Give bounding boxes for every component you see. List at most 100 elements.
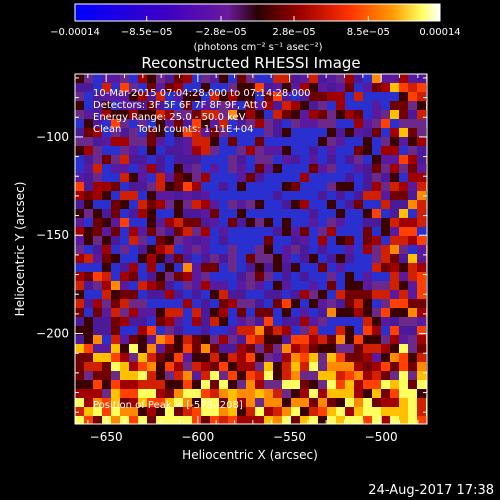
heatmap-cell xyxy=(408,416,417,424)
heatmap-cell xyxy=(282,263,291,272)
heatmap-cell xyxy=(120,155,129,164)
heatmap-cell xyxy=(408,209,417,218)
heatmap-cell xyxy=(120,101,129,110)
heatmap-cell xyxy=(75,326,84,335)
heatmap-cell xyxy=(273,200,282,209)
heatmap-cell xyxy=(372,101,381,110)
heatmap-cell xyxy=(138,326,147,335)
heatmap-cell xyxy=(345,155,354,164)
heatmap-cell xyxy=(273,335,282,344)
heatmap-cell xyxy=(345,128,354,137)
heatmap-cell xyxy=(93,164,102,173)
heatmap-cell xyxy=(147,362,156,371)
heatmap-cell xyxy=(174,164,183,173)
heatmap-cell xyxy=(228,227,237,236)
heatmap-cell xyxy=(129,209,138,218)
heatmap-cell xyxy=(336,101,345,110)
colorbar-tick-label: −0.00014 xyxy=(50,27,100,38)
heatmap-cell xyxy=(84,182,93,191)
heatmap-cell xyxy=(210,371,219,380)
heatmap-cell xyxy=(363,137,372,146)
heatmap-cell xyxy=(282,101,291,110)
heatmap-cell xyxy=(309,200,318,209)
heatmap-cell xyxy=(111,101,120,110)
heatmap-cell xyxy=(345,164,354,173)
heatmap-cell xyxy=(75,353,84,362)
heatmap-cell xyxy=(84,128,93,137)
heatmap-cell xyxy=(291,146,300,155)
heatmap-cell xyxy=(237,191,246,200)
heatmap-cell xyxy=(219,236,228,245)
heatmap-cell xyxy=(84,335,93,344)
x-axis: −650 −600 −550 −500 xyxy=(87,74,419,444)
heatmap-cell xyxy=(336,146,345,155)
heatmap-cell xyxy=(93,335,102,344)
heatmap-cell xyxy=(192,146,201,155)
heatmap-cell xyxy=(138,182,147,191)
heatmap-cell xyxy=(408,344,417,353)
heatmap-cell xyxy=(246,371,255,380)
heatmap-cell xyxy=(336,200,345,209)
heatmap-cell xyxy=(93,362,102,371)
heatmap-cell xyxy=(237,137,246,146)
heatmap-cell xyxy=(210,137,219,146)
heatmap-cell xyxy=(129,407,138,416)
heatmap-cell xyxy=(408,299,417,308)
heatmap-cell xyxy=(129,236,138,245)
heatmap-cell xyxy=(120,398,129,407)
heatmap-cell xyxy=(138,281,147,290)
heatmap-cell xyxy=(318,362,327,371)
heatmap-cell xyxy=(399,137,408,146)
heatmap-cell xyxy=(156,362,165,371)
heatmap-cell xyxy=(165,92,174,101)
heatmap-cell xyxy=(363,209,372,218)
heatmap-cell xyxy=(399,272,408,281)
heatmap-cell xyxy=(174,173,183,182)
heatmap-cell xyxy=(300,299,309,308)
heatmap-cell xyxy=(201,218,210,227)
heatmap-cell xyxy=(111,371,120,380)
heatmap-cell xyxy=(255,380,264,389)
heatmap-cell xyxy=(84,191,93,200)
heatmap-cell xyxy=(210,254,219,263)
heatmap-cell xyxy=(336,389,345,398)
heatmap-cell xyxy=(372,398,381,407)
heatmap-cell xyxy=(246,308,255,317)
heatmap-cell xyxy=(219,191,228,200)
heatmap-cell xyxy=(408,335,417,344)
heatmap-cell xyxy=(300,335,309,344)
heatmap-cell xyxy=(255,254,264,263)
heatmap-cell xyxy=(120,218,129,227)
heatmap-cell xyxy=(273,236,282,245)
heatmap-cell xyxy=(291,407,300,416)
heatmap-cell xyxy=(138,371,147,380)
heatmap-cell xyxy=(282,110,291,119)
heatmap-cell xyxy=(120,407,129,416)
heatmap-cell xyxy=(399,353,408,362)
heatmap-cell xyxy=(156,389,165,398)
heatmap-cell xyxy=(219,245,228,254)
heatmap-cell xyxy=(210,353,219,362)
heatmap-cell xyxy=(300,227,309,236)
heatmap-cell xyxy=(282,308,291,317)
heatmap-cell xyxy=(192,101,201,110)
heatmap-cell xyxy=(165,74,174,83)
heatmap-cell xyxy=(309,173,318,182)
heatmap-cell xyxy=(147,137,156,146)
heatmap-cell xyxy=(75,362,84,371)
heatmap-cell xyxy=(408,83,417,92)
heatmap-cell xyxy=(93,281,102,290)
heatmap-cell xyxy=(291,227,300,236)
heatmap-cell xyxy=(111,137,120,146)
heatmap-cell xyxy=(237,200,246,209)
heatmap-cell xyxy=(255,173,264,182)
heatmap-cell xyxy=(372,335,381,344)
heatmap-cell xyxy=(381,362,390,371)
heatmap-cell xyxy=(129,353,138,362)
heatmap-cell xyxy=(408,119,417,128)
heatmap-cell xyxy=(138,119,147,128)
heatmap-cell xyxy=(120,227,129,236)
heatmap-cell xyxy=(156,335,165,344)
heatmap-cell xyxy=(237,263,246,272)
